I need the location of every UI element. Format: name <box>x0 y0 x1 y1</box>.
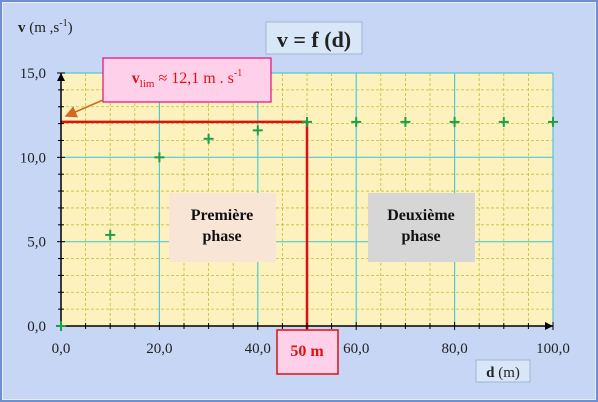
data-point <box>548 116 558 127</box>
y-axis-label-unit: (m ,s <box>26 20 60 36</box>
vlim-arrow <box>64 99 104 118</box>
vlim-callout-box <box>102 57 272 103</box>
x-tick-label: 80,0 <box>441 341 467 357</box>
vlim-subscript: lim <box>140 78 155 90</box>
y-tick-label: 5,0 <box>27 235 46 251</box>
data-point <box>449 116 460 127</box>
x-tick-label: 20,0 <box>146 341 172 357</box>
y-axis-label-close: ) <box>68 20 73 36</box>
y-tick-label: 10,0 <box>20 150 46 166</box>
x-axis-label: d (m) <box>486 365 520 381</box>
axes <box>57 72 554 330</box>
y-tick-label: 15,0 <box>20 66 46 82</box>
phase-1-label-line1: Première <box>191 207 253 224</box>
data-point <box>302 116 312 127</box>
chart-title: v = f (d) <box>277 27 351 52</box>
y-tick-labels: 0,0 5,0 10,0 15,0 <box>20 66 46 335</box>
data-point <box>400 116 411 127</box>
x-axis-label-box <box>475 359 531 383</box>
data-point <box>203 133 214 144</box>
phase-2-label-line2: phase <box>401 228 440 245</box>
x-tick-label: 100,0 <box>536 341 570 357</box>
x-tick-label: 60,0 <box>343 341 369 357</box>
vlim-value-text: ≈ 12,1 m . s <box>154 70 233 87</box>
y-axis-label: v (m ,s-1) <box>18 18 73 36</box>
data-point <box>351 116 362 127</box>
vlim-callout-text: vlim ≈ 12,1 m . s-1 <box>132 68 242 90</box>
x-tick-label: 40,0 <box>245 341 271 357</box>
phase-2-label-line1: Deuxième <box>387 207 455 224</box>
y-axis-arrow <box>57 73 65 81</box>
x-tick-labels: 0,0 20,0 40,0 60,0 80,0 100,0 <box>52 341 570 357</box>
data-point <box>105 229 116 240</box>
phase-1-label-line2: phase <box>202 228 241 245</box>
x-axis-label-var: d <box>486 365 495 381</box>
x-axis-label-unit: (m) <box>494 365 519 381</box>
data-point <box>498 116 509 127</box>
y-axis-label-var: v <box>18 20 26 36</box>
x-tick-label: 0,0 <box>52 341 71 357</box>
data-point <box>56 321 66 331</box>
d50-callout-text: 50 m <box>290 343 324 360</box>
data-point <box>154 152 165 163</box>
phase-2-box <box>368 193 475 262</box>
data-points <box>56 116 558 331</box>
vlim-symbol: v <box>132 70 140 87</box>
data-point <box>252 125 263 136</box>
y-tick-label: 0,0 <box>27 319 46 335</box>
d50-callout-box <box>276 329 339 375</box>
vlim-superscript: -1 <box>234 68 242 79</box>
phase-1-box <box>169 193 276 262</box>
x-axis-arrow <box>545 322 553 330</box>
title-box <box>265 21 363 55</box>
y-axis-label-sup: -1 <box>59 18 67 29</box>
